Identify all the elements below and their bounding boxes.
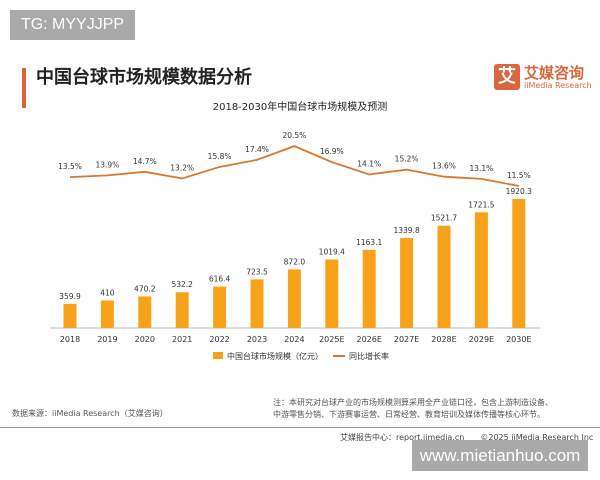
bar-label-2030E: 1920.3 [506,187,532,196]
bar-2029E [474,212,488,328]
bar-label-2018: 359.9 [59,292,81,301]
rate-label-2024: 20.5% [282,131,306,140]
x-tick-2027E: 2027E [394,335,419,344]
bar-2026E [362,249,376,328]
x-tick-2021: 2021 [172,335,192,344]
bar-label-2024: 872.0 [284,257,306,266]
chart: 359.9 2018 13.5% 410 2019 13.9% 470.2 2020 14.7%… [50,131,540,361]
rate-label-2021: 13.2% [170,163,194,172]
rate-label-2023: 17.4% [245,145,269,154]
bar-2027E [400,237,414,328]
bar-label-2022: 616.4 [209,275,231,284]
logo-en: iiMedia Research [524,80,592,90]
legend-bar-label: 中国台球市场规模（亿元） [227,351,323,361]
rate-label-2026E: 14.1% [357,159,381,168]
x-tick-2030E: 2030E [506,335,531,344]
watermark-top: TG: MYYJJPP [10,10,135,40]
legend-line-label: 同比增长率 [349,351,389,361]
note-line-2: 中游零售分销、下游赛事运营、日常经营、教育培训及媒体传播等核心环节。 [273,410,545,419]
rate-label-2020: 14.7% [133,157,157,166]
bar-label-2021: 532.2 [171,280,193,289]
x-tick-2025E: 2025E [319,335,344,344]
rate-label-2022: 15.8% [208,152,232,161]
x-tick-2022: 2022 [209,335,229,344]
x-tick-2019: 2019 [97,335,117,344]
note: 注：本研究对台球产业的市场规模测算采用全产业链口径，包含上游制造设备、 中游零售分… [273,397,553,421]
rate-label-2030E: 11.5% [507,171,531,180]
rate-label-2027E: 15.2% [395,155,419,164]
source: 数据来源：iiMedia Research（艾媒咨询） [12,409,168,418]
x-tick-2018: 2018 [60,335,80,344]
bar-label-2029E: 1721.5 [468,200,494,209]
x-tick-2023: 2023 [247,335,267,344]
bar-label-2019: 410 [100,288,115,297]
x-tick-2026E: 2026E [356,335,381,344]
rate-label-2025E: 16.9% [320,147,344,156]
x-tick-2024: 2024 [284,335,304,344]
watermark-bottom: www.mietianhuo.com [412,440,588,471]
bar-2023 [250,279,264,328]
rate-label-2028E: 13.6% [432,162,456,171]
bar-2024 [287,269,301,328]
bar-2018 [63,303,77,328]
bar-label-2020: 470.2 [134,284,156,293]
x-tick-2028E: 2028E [431,335,456,344]
note-line-1: 注：本研究对台球产业的市场规模测算采用全产业链口径，包含上游制造设备、 [273,398,553,407]
legend-bar-swatch [213,352,223,359]
bar-label-2023: 723.5 [246,267,268,276]
bar-2030E [512,198,526,328]
title-accent [22,68,26,108]
logo: 艾 艾媒咨询 iiMedia Research [494,64,592,90]
divider [0,427,600,428]
bar-label-2025E: 1019.4 [319,247,345,256]
bar-label-2027E: 1339.8 [393,226,419,235]
bar-label-2028E: 1521.7 [431,214,457,223]
bar-2020 [138,296,152,328]
logo-cn: 艾媒咨询 [524,63,585,82]
bar-2021 [175,292,189,328]
rate-label-2018: 13.5% [58,162,82,171]
report-footer: 艾媒报告中心：report.iimedia.cn ©2025 iiMedia R… [340,433,594,442]
chart-title: 2018-2030年中国台球市场规模及预测 [212,102,388,113]
logo-icon: 艾 [494,64,520,90]
bar-2019 [100,300,114,328]
bar-2028E [437,225,451,328]
page-title: 中国台球市场规模数据分析 [36,67,252,88]
bar-2025E [325,259,339,328]
bar-2022 [213,286,227,328]
bar-label-2026E: 1163.1 [356,238,382,247]
x-tick-2020: 2020 [135,335,155,344]
rate-label-2029E: 13.1% [469,164,493,173]
x-tick-2029E: 2029E [469,335,494,344]
rate-label-2019: 13.9% [95,160,119,169]
growth-line [69,145,519,187]
